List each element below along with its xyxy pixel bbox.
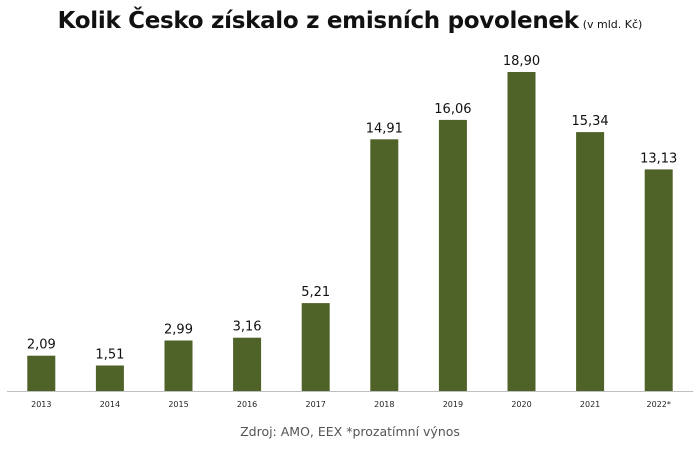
data-label-2015: 2,99 <box>164 323 193 338</box>
bar-2020 <box>507 72 536 391</box>
data-label-2014: 1,51 <box>95 348 124 363</box>
data-label-2021: 15,34 <box>571 114 608 129</box>
x-tick-label-2015: 2015 <box>168 400 188 409</box>
chart-title: Kolik Česko získalo z emisních povolenek <box>57 8 579 34</box>
data-label-2016: 3,16 <box>233 320 262 335</box>
x-tick-label-2021: 2021 <box>580 400 600 409</box>
data-label-2022: 13,13 <box>640 151 677 166</box>
chart-subtitle: (v mld. Kč) <box>582 18 643 31</box>
data-label-2017: 5,21 <box>301 285 330 300</box>
data-label-2013: 2,09 <box>27 338 56 353</box>
x-tick-label-2019: 2019 <box>443 400 463 409</box>
x-tick-label-2016: 2016 <box>237 400 257 409</box>
data-label-2018: 14,91 <box>366 121 403 136</box>
bar-2013 <box>27 355 56 391</box>
x-tick-label-2018: 2018 <box>374 400 394 409</box>
bar-2021 <box>576 132 605 391</box>
x-tick-label-2022: 2022* <box>647 400 671 409</box>
bar-2015 <box>164 340 193 391</box>
x-tick-label-2014: 2014 <box>100 400 120 409</box>
bar-2016 <box>233 337 262 391</box>
bar-2014 <box>95 365 124 391</box>
x-tick-label-2020: 2020 <box>511 400 531 409</box>
source-note: Zdroj: AMO, EEX *prozatímní výnos <box>240 424 460 439</box>
data-label-2020: 18,90 <box>503 54 540 69</box>
bar-2018 <box>370 139 399 391</box>
bar-2019 <box>438 119 467 392</box>
bar-2022 <box>644 169 673 391</box>
x-tick-label-2013: 2013 <box>31 400 51 409</box>
title-row: Kolik Česko získalo z emisních povolenek… <box>0 8 700 34</box>
data-label-2019: 16,06 <box>434 102 471 117</box>
bar-2017 <box>301 303 330 391</box>
x-tick-label-2017: 2017 <box>306 400 326 409</box>
